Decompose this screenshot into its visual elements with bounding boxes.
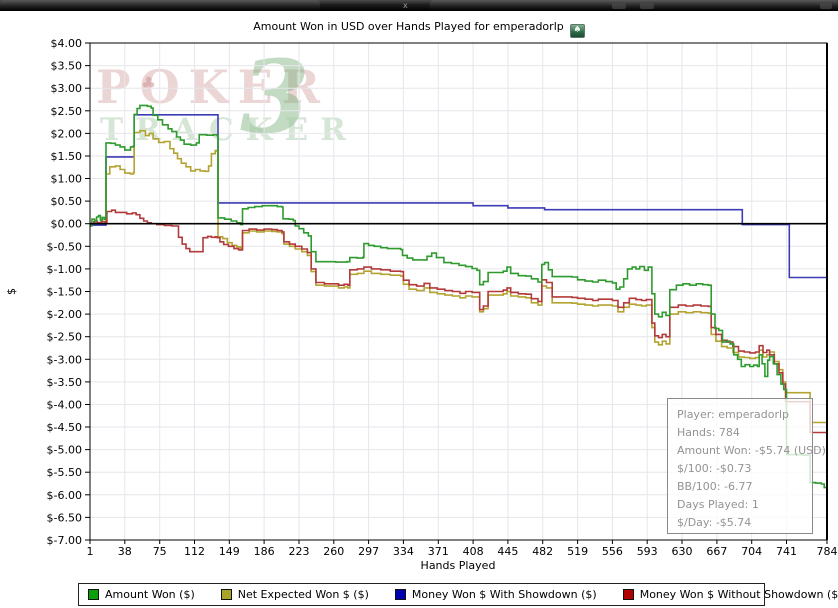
legend-swatch-red	[622, 589, 634, 600]
series-line-money-won-without-showdown	[90, 209, 828, 434]
y-tick-label: $4.00	[51, 37, 83, 50]
x-tick-label: 667	[706, 545, 727, 558]
y-tick-label: $1.50	[51, 150, 83, 163]
y-tick-label: $-7.00	[47, 534, 82, 547]
legend-label: Net Expected Won $ ($)	[237, 588, 369, 601]
x-tick-label: 297	[358, 545, 379, 558]
y-tick-label: $3.50	[51, 60, 83, 73]
legend-swatch-green	[88, 589, 99, 600]
x-tick-label: 519	[567, 545, 588, 558]
x-tick-label: 149	[219, 545, 240, 558]
y-tick-label: $-0.50	[47, 240, 82, 253]
x-tick-label: 593	[637, 545, 658, 558]
stat-per-day: $/Day: -$5.74	[677, 516, 752, 529]
legend-item-without-showdown: Money Won $ Without Showdown ($)	[622, 588, 838, 601]
x-tick-label: 630	[672, 545, 693, 558]
os-titlebar: x	[0, 0, 838, 11]
y-tick-label: $-3.50	[47, 376, 82, 389]
y-tick-label: $-5.50	[47, 466, 82, 479]
stat-per-100: $/100: -$0.73	[677, 462, 752, 475]
close-icon[interactable]: x	[403, 1, 408, 10]
x-tick-label: 112	[184, 545, 205, 558]
y-tick-label: $-1.00	[47, 263, 82, 276]
x-tick-label: 371	[428, 545, 449, 558]
player-stats-box: Player: emperadorlp Hands: 784 Amount Wo…	[667, 398, 826, 534]
series-line-amount-won	[90, 104, 828, 489]
legend-item-net-expected: Net Expected Won $ ($)	[220, 588, 369, 601]
x-tick-label: 482	[532, 545, 553, 558]
y-tick-label: $-6.50	[47, 511, 82, 524]
chart-title-row: Amount Won in USD over Hands Played for …	[0, 20, 838, 38]
y-tick-label: $1.00	[51, 173, 83, 186]
legend-label: Money Won $ With Showdown ($)	[411, 588, 597, 601]
x-tick-label: 408	[463, 545, 484, 558]
maximize-icon[interactable]	[640, 3, 654, 9]
series-line-money-won-with-showdown	[90, 114, 827, 279]
x-tick-label: 260	[323, 545, 344, 558]
minimize-icon[interactable]	[612, 3, 626, 9]
x-tick-label: 186	[254, 545, 275, 558]
foreground-window-edge	[430, 0, 838, 11]
x-tick-label: 445	[497, 545, 518, 558]
x-tick-label: 75	[153, 545, 167, 558]
y-tick-label: $-4.00	[47, 399, 82, 412]
y-tick-label: $3.00	[51, 82, 83, 95]
y-tick-label: $2.00	[51, 127, 83, 140]
legend-swatch-blue	[394, 589, 406, 600]
y-tick-label: $-5.00	[47, 444, 82, 457]
y-tick-label: $-6.00	[47, 489, 82, 502]
series-line-net-expected-won	[90, 129, 828, 424]
x-tick-label: 784	[817, 545, 838, 558]
legend-label: Money Won $ Without Showdown ($)	[639, 588, 838, 601]
x-axis-title: Hands Played	[420, 559, 496, 572]
legend-item-amount-won: Amount Won ($)	[88, 588, 195, 601]
y-tick-label: $-1.50	[47, 286, 82, 299]
x-tick-label: 334	[393, 545, 414, 558]
x-tick-label: 1	[87, 545, 94, 558]
y-tick-label: $-3.00	[47, 353, 82, 366]
x-tick-label: 741	[776, 545, 797, 558]
page-title: Amount Won in USD over Hands Played for …	[253, 20, 564, 33]
stat-days-played: Days Played: 1	[677, 498, 759, 511]
y-tick-label: $2.50	[51, 105, 83, 118]
y-tick-label: $-4.50	[47, 421, 82, 434]
y-tick-label: $-2.00	[47, 308, 82, 321]
x-tick-label: 223	[289, 545, 310, 558]
pokertracker-logo-icon: ♠	[569, 24, 585, 38]
legend-item-with-showdown: Money Won $ With Showdown ($)	[394, 588, 597, 601]
chart-legend: Amount Won ($) Net Expected Won $ ($) Mo…	[78, 583, 838, 606]
x-tick-label: 704	[741, 545, 762, 558]
stat-bb-100: BB/100: -6.77	[677, 480, 753, 493]
stat-amount-won: Amount Won: -$5.74 (USD)	[677, 444, 826, 457]
x-tick-label: 38	[118, 545, 132, 558]
y-tick-label: $-2.50	[47, 331, 82, 344]
stat-player: Player: emperadorlp	[677, 408, 790, 421]
legend-label: Amount Won ($)	[105, 588, 195, 601]
x-tick-label: 556	[602, 545, 623, 558]
y-tick-label: $0.00	[51, 218, 83, 231]
y-tick-label: $0.50	[51, 195, 83, 208]
window-button-partial[interactable]	[820, 3, 832, 9]
stat-hands: Hands: 784	[677, 426, 740, 439]
legend-swatch-olive	[220, 589, 232, 600]
y-axis-title: $	[5, 288, 18, 295]
background-window-edge	[0, 0, 320, 11]
